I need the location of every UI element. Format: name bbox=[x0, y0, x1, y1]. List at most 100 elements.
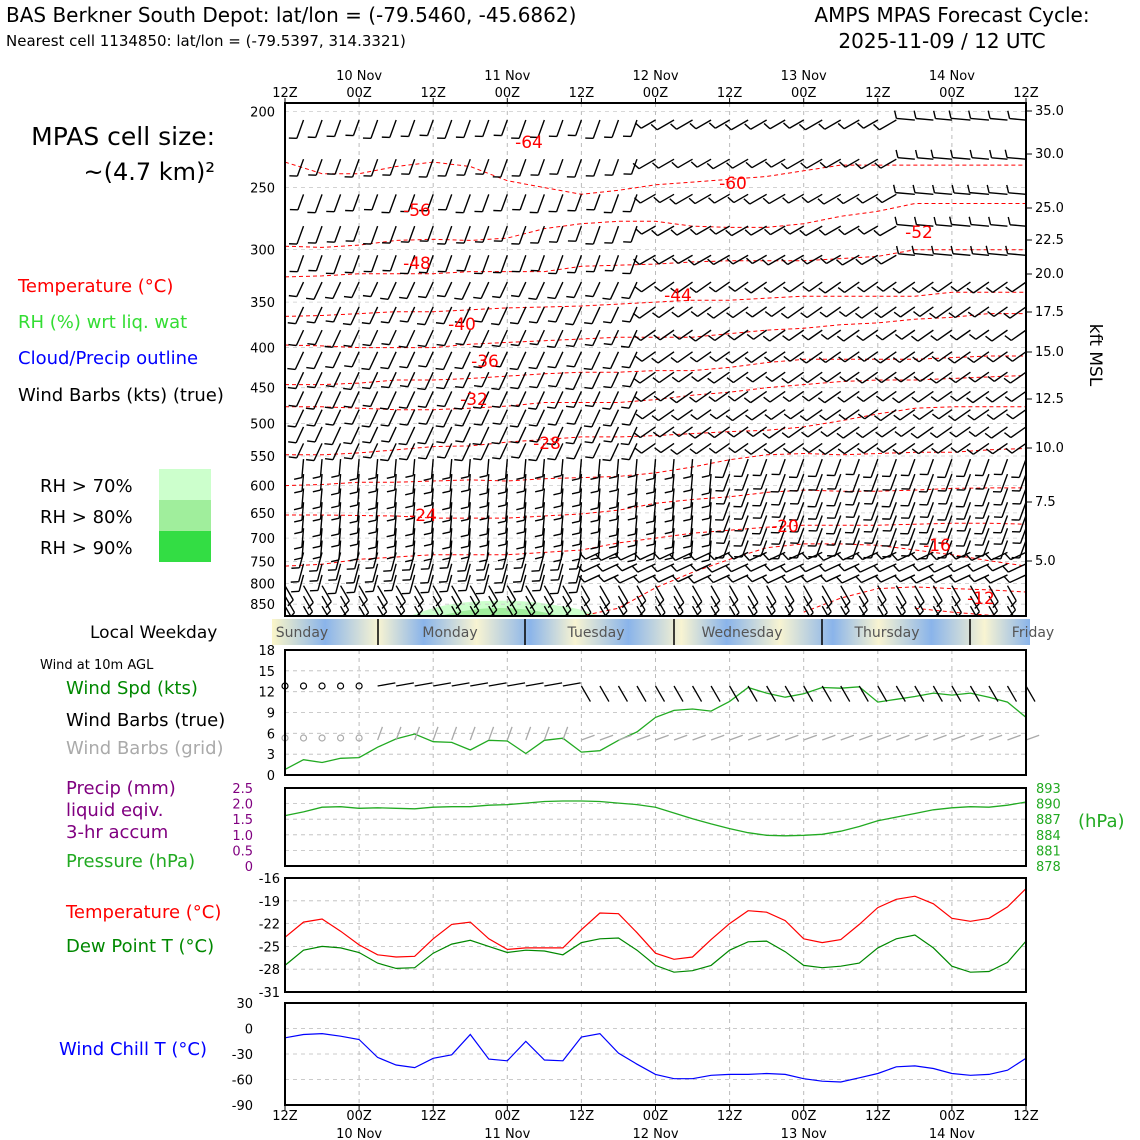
wind-barb bbox=[499, 391, 508, 408]
dew-label: Dew Point T (°C) bbox=[66, 936, 214, 957]
wind-barb bbox=[425, 443, 434, 460]
wind-barb bbox=[500, 255, 508, 273]
wind-barb-flag bbox=[764, 311, 773, 317]
wind-barb bbox=[449, 515, 453, 532]
wind-barb-10m bbox=[1025, 685, 1036, 702]
wind-barb-grid bbox=[988, 734, 1003, 741]
wind-barb bbox=[690, 474, 694, 491]
wind-barb-flag bbox=[330, 492, 340, 496]
wind-barb-flag bbox=[689, 356, 698, 363]
wind-barb bbox=[1012, 409, 1026, 420]
wind-barb-flag bbox=[800, 575, 808, 583]
wind-barb-flag bbox=[293, 507, 302, 511]
pressure-tick: 893 bbox=[1036, 782, 1061, 797]
wind-barb bbox=[877, 585, 887, 601]
wind-barb-flag bbox=[949, 431, 957, 438]
wind-barb bbox=[760, 473, 768, 490]
wind-barb bbox=[790, 409, 805, 420]
wind-tick: 18 bbox=[258, 644, 275, 659]
top-day-label: 14 Nov bbox=[929, 69, 975, 84]
wind-barb-flag bbox=[368, 490, 377, 494]
wind-barb-flag bbox=[782, 122, 790, 129]
wind-barb bbox=[676, 563, 693, 572]
wind-barb-flag bbox=[602, 366, 611, 370]
bottom-hour-label: 00Z bbox=[643, 1109, 669, 1124]
wind-barb bbox=[296, 225, 305, 245]
wind-barb-flag bbox=[799, 415, 808, 422]
wind-barb bbox=[536, 426, 545, 443]
wind-barb bbox=[803, 585, 813, 601]
wind-barb-flag bbox=[855, 432, 864, 439]
wind-barb-flag bbox=[603, 321, 612, 324]
wind-barb bbox=[863, 442, 879, 454]
wind-barb bbox=[557, 574, 564, 594]
wind-barb-flag bbox=[491, 405, 500, 408]
wind-barb-flag bbox=[571, 477, 580, 481]
wind-barb-flag bbox=[912, 414, 920, 420]
wind-barb bbox=[301, 459, 305, 478]
wind-barb bbox=[952, 253, 971, 256]
wind-barb bbox=[981, 488, 990, 507]
pressure-tick: 200 bbox=[250, 106, 275, 121]
wind-barb-flag bbox=[294, 519, 303, 523]
wind-barb-flag bbox=[399, 320, 408, 323]
wind-barb-flag bbox=[657, 599, 665, 607]
wind-barb-flag bbox=[765, 376, 773, 382]
wind-barb bbox=[538, 552, 546, 571]
wind-barb bbox=[890, 515, 897, 532]
wind-barb bbox=[656, 563, 675, 573]
wind-barb bbox=[712, 158, 730, 170]
wind-barb bbox=[301, 502, 305, 521]
wind-barb-flag bbox=[726, 258, 734, 265]
wind-barb bbox=[617, 605, 625, 616]
wind-barb-flag bbox=[633, 432, 641, 439]
wind-barb-flag bbox=[436, 456, 446, 459]
wind-barb bbox=[693, 254, 712, 266]
wind-barb-flag bbox=[590, 519, 599, 523]
wind-barb bbox=[641, 409, 656, 420]
wind-barb-flag bbox=[460, 475, 469, 479]
wind-barb bbox=[537, 158, 546, 176]
wind-barb-flag bbox=[932, 110, 937, 119]
wind-barb bbox=[313, 443, 323, 461]
wind-barb-flag bbox=[1009, 609, 1016, 616]
wind-speed-label: Wind Spd (kts) bbox=[66, 678, 198, 699]
wind-barb bbox=[918, 351, 934, 363]
wind-barb-flag bbox=[671, 311, 679, 318]
wind-barb-flag bbox=[516, 557, 525, 561]
wind-barb bbox=[750, 281, 768, 294]
wind-barb-flag bbox=[781, 576, 788, 584]
wind-barb bbox=[499, 351, 508, 368]
wind-barb bbox=[409, 563, 416, 580]
wind-barb bbox=[881, 371, 897, 384]
wind-barb-flag bbox=[627, 505, 636, 509]
wind-barb bbox=[488, 585, 499, 602]
wind-barb-flag bbox=[762, 432, 770, 439]
wind-barb bbox=[446, 563, 453, 582]
wind-barb bbox=[506, 585, 517, 601]
wind-barb bbox=[592, 391, 601, 407]
pressure-tick: 250 bbox=[250, 182, 275, 197]
rh90-swatch bbox=[159, 531, 211, 562]
wind-barb bbox=[824, 563, 842, 572]
wind-barb-flag bbox=[967, 564, 974, 572]
wind-barb-flag bbox=[653, 196, 661, 204]
cell-info: Nearest cell 1134850: lat/lon = (-79.539… bbox=[6, 32, 406, 50]
wind-barb bbox=[678, 426, 693, 437]
wind-barb-flag bbox=[307, 611, 314, 616]
wind-barb bbox=[407, 371, 416, 388]
wind-barb bbox=[443, 409, 453, 428]
wind-barb bbox=[740, 488, 749, 508]
wind-barb bbox=[677, 574, 693, 583]
wind-barb bbox=[560, 488, 564, 506]
wind-barb bbox=[406, 281, 416, 299]
wind-barb bbox=[823, 551, 842, 562]
pressure-tick: 887 bbox=[1036, 813, 1061, 828]
wind-barb-flag bbox=[650, 123, 658, 131]
wind-barb-flag bbox=[386, 518, 395, 522]
temperature-panel: -16-19-22-25-28-31 bbox=[259, 872, 1027, 1001]
wind-barb-flag bbox=[491, 387, 500, 391]
wind-barb bbox=[389, 225, 397, 244]
wind-barb bbox=[880, 306, 897, 319]
wind-barb bbox=[917, 426, 934, 439]
